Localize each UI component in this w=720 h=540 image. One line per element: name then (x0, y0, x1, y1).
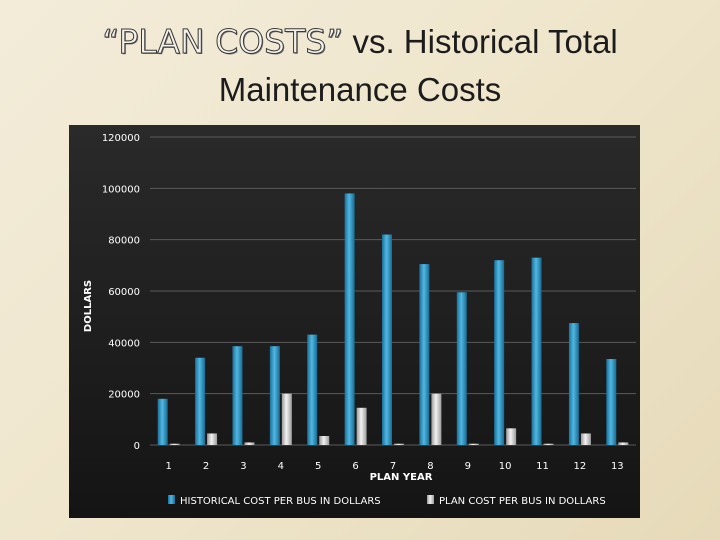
y-axis-title: DOLLARS (83, 280, 94, 332)
historical-cost-bar (606, 359, 617, 445)
plan-cost-bar (506, 428, 517, 445)
y-tick-label: 60000 (108, 287, 140, 298)
gridlines (150, 136, 636, 446)
y-tick-label: 40000 (108, 338, 140, 349)
slide-title: “PLAN COSTS” vs. Historical Total Mainte… (0, 18, 720, 114)
historical-cost-bar (157, 398, 168, 445)
legend-swatch-plan (427, 495, 434, 504)
legend-swatch-historical (168, 495, 175, 504)
plan-cost-bar (394, 443, 404, 445)
historical-cost-bar (568, 323, 579, 445)
slide-title-rest: vs. Historical Total (343, 23, 618, 60)
y-tick-label: 20000 (108, 390, 140, 401)
plan-cost-bar (543, 443, 554, 445)
legend: HISTORICAL COST PER BUS IN DOLLARS PLAN C… (168, 495, 606, 507)
plan-cost-bar (356, 407, 367, 445)
legend-label-plan: PLAN COST PER BUS IN DOLLARS (439, 496, 606, 507)
plan-cost-bar (468, 443, 479, 445)
historical-cost-bar (232, 346, 243, 445)
historical-cost-bar (494, 260, 505, 445)
historical-cost-bar (344, 193, 355, 445)
x-tick-label: 6 (352, 461, 358, 472)
plan-cost-bar (319, 436, 330, 445)
plan-cost-bar (580, 433, 591, 445)
slide-title-quoted: “PLAN COSTS” (102, 22, 344, 62)
x-tick-label: 12 (574, 461, 587, 472)
x-tick-label: 3 (240, 461, 246, 472)
historical-cost-bar (382, 234, 392, 445)
plan-cost-bar (207, 433, 218, 445)
plan-cost-bar (618, 442, 629, 445)
historical-cost-bar (307, 334, 318, 445)
legend-label-historical: HISTORICAL COST PER BUS IN DOLLARS (180, 496, 381, 507)
historical-cost-bar (419, 264, 430, 445)
slide-title-line-1: “PLAN COSTS” vs. Historical Total (0, 18, 720, 66)
x-tick-label: 10 (499, 461, 512, 472)
x-tick-label: 4 (278, 461, 284, 472)
y-tick-labels: 0 20000 40000 60000 80000 100000 120000 (102, 133, 140, 452)
historical-cost-bar (531, 257, 542, 445)
plan-cost-bar (169, 443, 180, 445)
x-tick-label: 5 (315, 461, 321, 472)
historical-cost-bar (195, 357, 206, 445)
x-tick-labels: 1 2 3 4 5 6 7 8 9 10 11 12 13 (166, 461, 624, 472)
plan-cost-bar (431, 393, 442, 445)
plan-cost-bar (281, 393, 292, 445)
y-tick-label: 120000 (102, 133, 140, 144)
x-tick-label: 11 (536, 461, 549, 472)
historical-cost-bar (269, 346, 280, 445)
x-tick-label: 8 (427, 461, 433, 472)
x-tick-label: 1 (166, 461, 172, 472)
y-tick-label: 0 (134, 441, 140, 452)
x-tick-label: 9 (465, 461, 471, 472)
x-tick-label: 7 (390, 461, 396, 472)
y-tick-label: 100000 (102, 184, 140, 195)
plan-cost-bar (244, 442, 255, 445)
historical-cost-bar (456, 292, 467, 445)
x-axis-title: PLAN YEAR (370, 472, 433, 483)
x-tick-label: 2 (203, 461, 209, 472)
x-tick-label: 13 (611, 461, 624, 472)
slide-title-line-2: Maintenance Costs (218, 71, 502, 108)
bars (157, 193, 629, 445)
y-tick-label: 80000 (108, 236, 140, 247)
